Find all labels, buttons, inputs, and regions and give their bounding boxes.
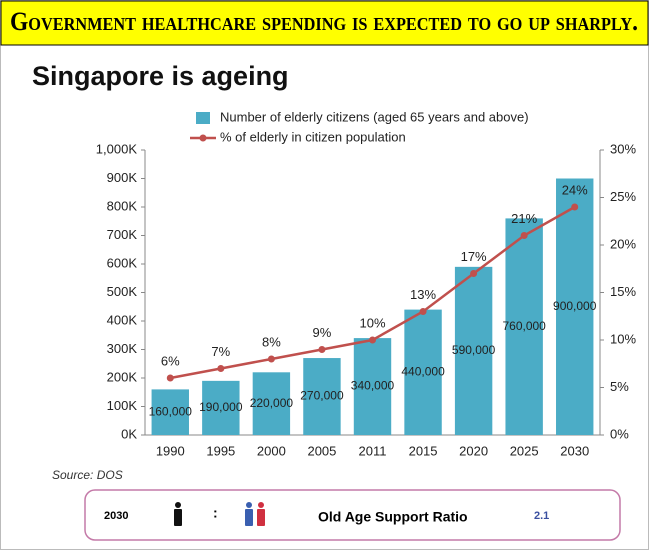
bar xyxy=(151,389,189,435)
y2-tick-label: 15% xyxy=(610,284,636,299)
legend-marker xyxy=(199,134,207,142)
bar xyxy=(303,358,341,435)
line-marker xyxy=(520,232,528,239)
line-value-label: 17% xyxy=(461,249,487,264)
y-tick-label: 600K xyxy=(107,255,138,270)
y-tick-label: 1,000K xyxy=(96,141,138,156)
x-tick-label: 2000 xyxy=(257,443,286,458)
legend-swatch xyxy=(196,112,210,124)
bar-value-label: 270,000 xyxy=(300,389,344,403)
x-tick-label: 1990 xyxy=(156,443,185,458)
line-marker xyxy=(166,374,174,382)
bar-value-label: 900,000 xyxy=(553,299,597,313)
bar-value-label: 160,000 xyxy=(149,404,193,418)
chart-title: Singapore is ageing xyxy=(32,61,289,91)
line-value-label: 13% xyxy=(410,287,436,302)
x-tick-label: 2011 xyxy=(359,443,387,458)
x-tick-label: 2030 xyxy=(560,443,589,458)
line-marker xyxy=(267,355,275,363)
line-marker xyxy=(470,270,478,277)
line-marker xyxy=(369,336,376,344)
y2-tick-label: 10% xyxy=(610,331,636,346)
footer-year: 2030 xyxy=(104,510,128,522)
y2-tick-label: 20% xyxy=(610,236,636,251)
y2-tick-label: 25% xyxy=(610,189,636,204)
x-tick-label: 1995 xyxy=(206,443,235,458)
footer-label: Old Age Support Ratio xyxy=(318,509,468,525)
legend-label: % of elderly in citizen population xyxy=(220,129,406,144)
bar-value-label: 340,000 xyxy=(351,379,395,393)
bar xyxy=(404,309,442,435)
line-value-label: 9% xyxy=(313,325,332,340)
line-value-label: 24% xyxy=(562,182,588,197)
worker-icon xyxy=(174,502,182,526)
source: Source: DOS xyxy=(52,468,123,482)
line-marker xyxy=(419,308,427,315)
y-tick-label: 100K xyxy=(107,398,138,413)
line-marker xyxy=(318,346,326,353)
bar xyxy=(556,178,594,435)
y-tick-label: 900K xyxy=(107,170,138,185)
y2-tick-label: 0% xyxy=(610,426,629,441)
bar-value-label: 190,000 xyxy=(199,400,243,414)
bar xyxy=(454,266,493,435)
footer-separator: : xyxy=(213,505,218,521)
banner: Government healthcare spending is expect… xyxy=(10,7,638,36)
bar-value-label: 220,000 xyxy=(250,396,294,410)
x-tick-label: 2025 xyxy=(510,443,539,458)
elderly-icon xyxy=(245,502,265,526)
x-tick-label: 2005 xyxy=(307,443,336,458)
y-tick-label: 300K xyxy=(107,341,138,356)
y-tick-label: 0K xyxy=(121,426,137,441)
y2-tick-label: 30% xyxy=(610,141,636,156)
line-value-label: 8% xyxy=(262,334,281,349)
bar xyxy=(505,218,543,435)
bar xyxy=(353,338,392,435)
banner-bg xyxy=(0,0,649,46)
y-tick-label: 200K xyxy=(107,369,138,384)
bar-value-label: 440,000 xyxy=(401,364,445,378)
bar xyxy=(202,380,240,435)
line-value-label: 10% xyxy=(359,315,385,330)
y-tick-label: 500K xyxy=(107,284,138,299)
line-value-label: 21% xyxy=(511,211,537,226)
legend-label: Number of elderly citizens (aged 65 year… xyxy=(220,109,529,124)
line-value-label: 7% xyxy=(211,344,230,359)
x-tick-label: 2015 xyxy=(409,443,438,458)
y-tick-label: 700K xyxy=(107,227,138,242)
footer-box xyxy=(84,489,621,541)
y-tick-label: 400K xyxy=(107,312,138,327)
line-marker xyxy=(217,365,225,372)
bar xyxy=(252,372,291,435)
x-tick-label: 2020 xyxy=(459,443,488,458)
y2-tick-label: 5% xyxy=(610,379,629,394)
footer-ratio: 2.1 xyxy=(534,510,549,522)
line-marker xyxy=(571,203,579,211)
bar-value-label: 760,000 xyxy=(502,319,546,333)
line-value-label: 6% xyxy=(161,353,180,368)
y-tick-label: 800K xyxy=(107,198,138,213)
bar-value-label: 590,000 xyxy=(452,343,496,357)
